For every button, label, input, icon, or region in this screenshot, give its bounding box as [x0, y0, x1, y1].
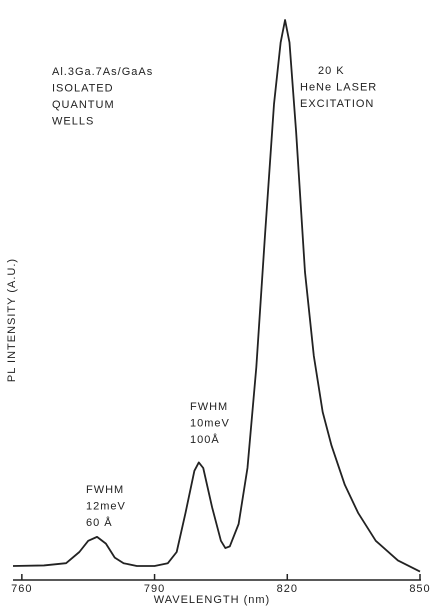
annotation: ISOLATED	[52, 82, 114, 94]
x-tick-label: 850	[409, 583, 430, 595]
annotation: 20 K	[318, 65, 345, 77]
annotation: WELLS	[52, 115, 94, 127]
x-tick-label: 790	[144, 583, 165, 595]
spectrum-line	[12, 19, 421, 573]
annotation: QUANTUM	[52, 99, 115, 111]
annotation: FWHM	[86, 484, 124, 496]
annotation: FWHM	[190, 401, 228, 413]
x-tick-label: 820	[277, 583, 298, 595]
y-axis-label: PL INTENSITY (A.U.)	[6, 258, 18, 382]
annotation: 10meV	[190, 417, 230, 429]
annotation: 12meV	[86, 500, 126, 512]
annotation: Al.3Ga.7As/GaAs	[52, 66, 153, 78]
annotation: 60 Å	[86, 516, 113, 529]
x-tick-label: 760	[11, 583, 32, 595]
annotation: HeNe LASER	[300, 81, 377, 93]
annotation: EXCITATION	[300, 98, 374, 110]
x-axis-label: WAVELENGTH (nm)	[154, 594, 270, 606]
annotation: 100Å	[190, 433, 220, 446]
